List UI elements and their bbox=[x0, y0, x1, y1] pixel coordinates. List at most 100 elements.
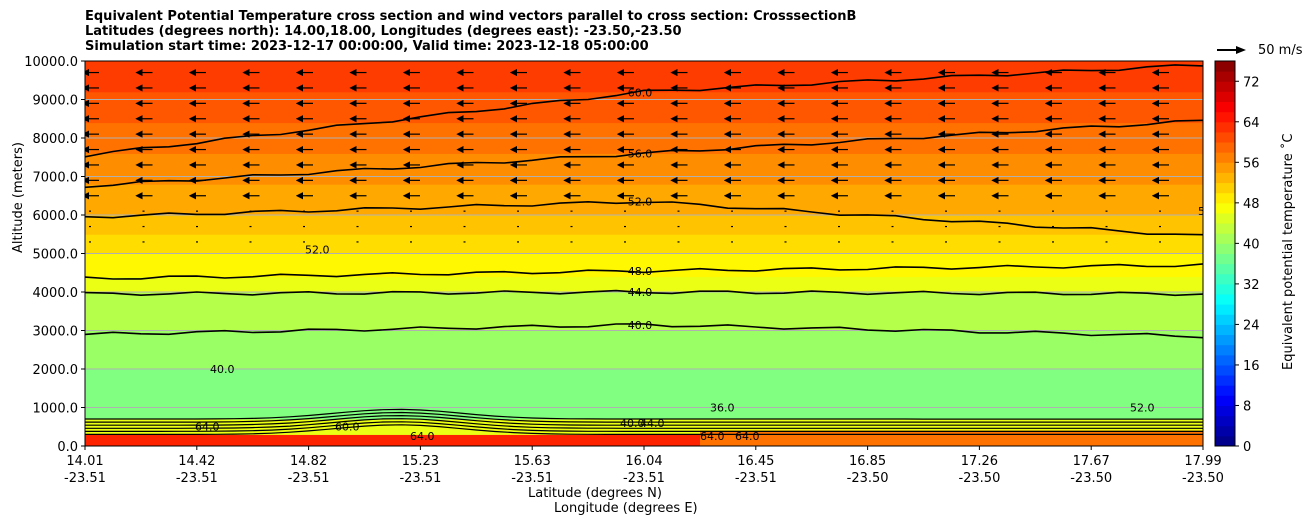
contour-extra-label-5: 64.0 bbox=[410, 430, 435, 443]
theta-band-12 bbox=[85, 91, 1203, 124]
theta-band-5 bbox=[85, 276, 1203, 293]
y-tick-label-8: 8000.0 bbox=[33, 132, 79, 147]
contour-label-52: 52.0 bbox=[628, 196, 653, 209]
y-tick-label-9: 9000.0 bbox=[33, 94, 79, 109]
y-axis-label: Altitude (meters) bbox=[11, 142, 26, 253]
colorbar-segment bbox=[1215, 111, 1235, 123]
colorbar-segment bbox=[1215, 425, 1235, 437]
contour-extra-label-1: 40.0 bbox=[210, 363, 235, 376]
contour-extra-label-2: 36.0 bbox=[710, 401, 735, 414]
x-tick-label-lat-7: 16.85 bbox=[849, 454, 886, 469]
x-tick-label-lat-3: 15.23 bbox=[402, 454, 439, 469]
surface-contour-5 bbox=[85, 408, 1203, 420]
colorbar-tick-label-0: 0 bbox=[1243, 440, 1251, 455]
colorbar-tick-label-8: 64 bbox=[1243, 116, 1260, 131]
x-tick-label-lon-3: -23.51 bbox=[399, 471, 441, 486]
colorbar-segment bbox=[1215, 273, 1235, 285]
colorbar-tick-label-1: 8 bbox=[1243, 399, 1251, 414]
contour-label-48: 48.0 bbox=[628, 265, 653, 278]
theta-band-8 bbox=[85, 215, 1203, 235]
chart-title-line1: Equivalent Potential Temperature cross s… bbox=[85, 9, 857, 24]
reference-vector bbox=[1217, 46, 1246, 54]
y-tick-label-2: 2000.0 bbox=[33, 363, 79, 378]
colorbar-segment bbox=[1215, 334, 1235, 346]
y-tick-label-0: 0.0 bbox=[57, 440, 78, 455]
x-tick-label-lat-2: 14.82 bbox=[290, 454, 327, 469]
colorbar-segment bbox=[1215, 263, 1235, 275]
colorbar-segment bbox=[1215, 354, 1235, 366]
y-tick-label-3: 3000.0 bbox=[33, 325, 79, 340]
y-tick-label-7: 7000.0 bbox=[33, 171, 79, 186]
colorbar-tick-label-9: 72 bbox=[1243, 75, 1260, 90]
contour-line-56 bbox=[85, 119, 1203, 189]
colorbar-segment bbox=[1215, 101, 1235, 113]
chart-title-line3: Simulation start time: 2023-12-17 00:00:… bbox=[85, 39, 649, 54]
x-tick-label-lon-2: -23.51 bbox=[288, 471, 330, 486]
chart-title-line2: Latitudes (degrees north): 14.00,18.00, … bbox=[85, 24, 682, 39]
x-tick-label-lon-9: -23.50 bbox=[1070, 471, 1112, 486]
colorbar-segment bbox=[1215, 121, 1235, 133]
x-tick-label-lon-5: -23.51 bbox=[623, 471, 665, 486]
colorbar-segment bbox=[1215, 61, 1235, 72]
x-tick-label-lon-8: -23.50 bbox=[958, 471, 1000, 486]
colorbar-segment bbox=[1215, 192, 1235, 204]
colorbar-segment bbox=[1215, 172, 1235, 184]
x-tick-label-lon-7: -23.50 bbox=[847, 471, 889, 486]
theta-band-10 bbox=[85, 153, 1203, 185]
x-tick-label-lat-8: 17.26 bbox=[961, 454, 998, 469]
x-axis-label-lon: Longitude (degrees E) bbox=[554, 501, 698, 516]
colorbar-segment bbox=[1215, 162, 1235, 173]
contour-label-44: 44.0 bbox=[628, 286, 653, 299]
x-tick-label-lat-0: 14.01 bbox=[66, 454, 103, 469]
y-tick-label-6: 6000.0 bbox=[33, 209, 79, 224]
colorbar-segment bbox=[1215, 81, 1235, 92]
x-tick-label-lat-5: 16.04 bbox=[625, 454, 662, 469]
colorbar-segment bbox=[1215, 71, 1235, 82]
colorbar-segment bbox=[1215, 283, 1235, 295]
colorbar-label: Equivalent potential temperature ˚C bbox=[1281, 133, 1296, 370]
colorbar-segment bbox=[1215, 405, 1235, 417]
theta-band-13 bbox=[85, 61, 1203, 93]
contour-extra-label-0: 52.0 bbox=[305, 244, 330, 257]
surface-contour-2 bbox=[85, 418, 1203, 429]
contour-label-40: 40.0 bbox=[628, 319, 653, 332]
contour-line-40 bbox=[85, 323, 1203, 339]
x-tick-label-lat-4: 15.63 bbox=[514, 454, 551, 469]
theta-band-0 bbox=[85, 434, 1203, 446]
colorbar-segment bbox=[1215, 182, 1235, 194]
colorbar-segment bbox=[1215, 152, 1235, 163]
contour-extra-label-9: 64.0 bbox=[735, 430, 760, 443]
contour-extra-label-4: 60.0 bbox=[335, 421, 360, 434]
colorbar-segment bbox=[1215, 212, 1235, 224]
contour-extra-label-6: 40.0 bbox=[620, 417, 645, 430]
x-tick-label-lon-4: -23.51 bbox=[511, 471, 553, 486]
y-tick-label-10: 10000.0 bbox=[24, 55, 78, 70]
colorbar-segment bbox=[1215, 364, 1235, 376]
theta-band-7 bbox=[85, 234, 1203, 254]
contour-extra-label-7: 44.0 bbox=[640, 417, 665, 430]
x-axis-label-lat: Latitude (degrees N) bbox=[528, 486, 662, 501]
theta-surface-patch bbox=[700, 430, 1203, 446]
x-tick-label-lat-10: 17.99 bbox=[1184, 454, 1221, 469]
reference-vector-label: 50 m/s bbox=[1258, 43, 1303, 58]
x-tick-label-lon-0: -23.51 bbox=[64, 471, 106, 486]
colorbar-frame bbox=[1214, 60, 1236, 447]
x-tick-label-lat-6: 16.45 bbox=[737, 454, 774, 469]
colorbar-tick-label-4: 32 bbox=[1243, 278, 1260, 293]
colorbar-segment bbox=[1215, 304, 1235, 315]
colorbar-segment bbox=[1215, 324, 1235, 336]
contour-line-60 bbox=[85, 64, 1203, 158]
theta-band-2 bbox=[85, 369, 1203, 420]
colorbar-segment bbox=[1215, 202, 1235, 214]
colorbar: 0 8 16 24 32 40 48 56 64 72 bbox=[1214, 60, 1260, 455]
contour-line-44 bbox=[85, 289, 1203, 297]
x-axis: 14.01 -23.51 14.42 -23.51 14.82 -23.51 15.23 -2… bbox=[64, 446, 1224, 486]
contour-line-48 bbox=[85, 263, 1203, 280]
surface-contour-1 bbox=[85, 421, 1203, 432]
contour-extra-label-10: 52.0 bbox=[1130, 401, 1155, 414]
theta-band-6 bbox=[85, 253, 1203, 278]
y-tick-label-5: 5000.0 bbox=[33, 248, 79, 263]
x-tick-label-lat-1: 14.42 bbox=[178, 454, 215, 469]
colorbar-segment bbox=[1215, 385, 1235, 396]
